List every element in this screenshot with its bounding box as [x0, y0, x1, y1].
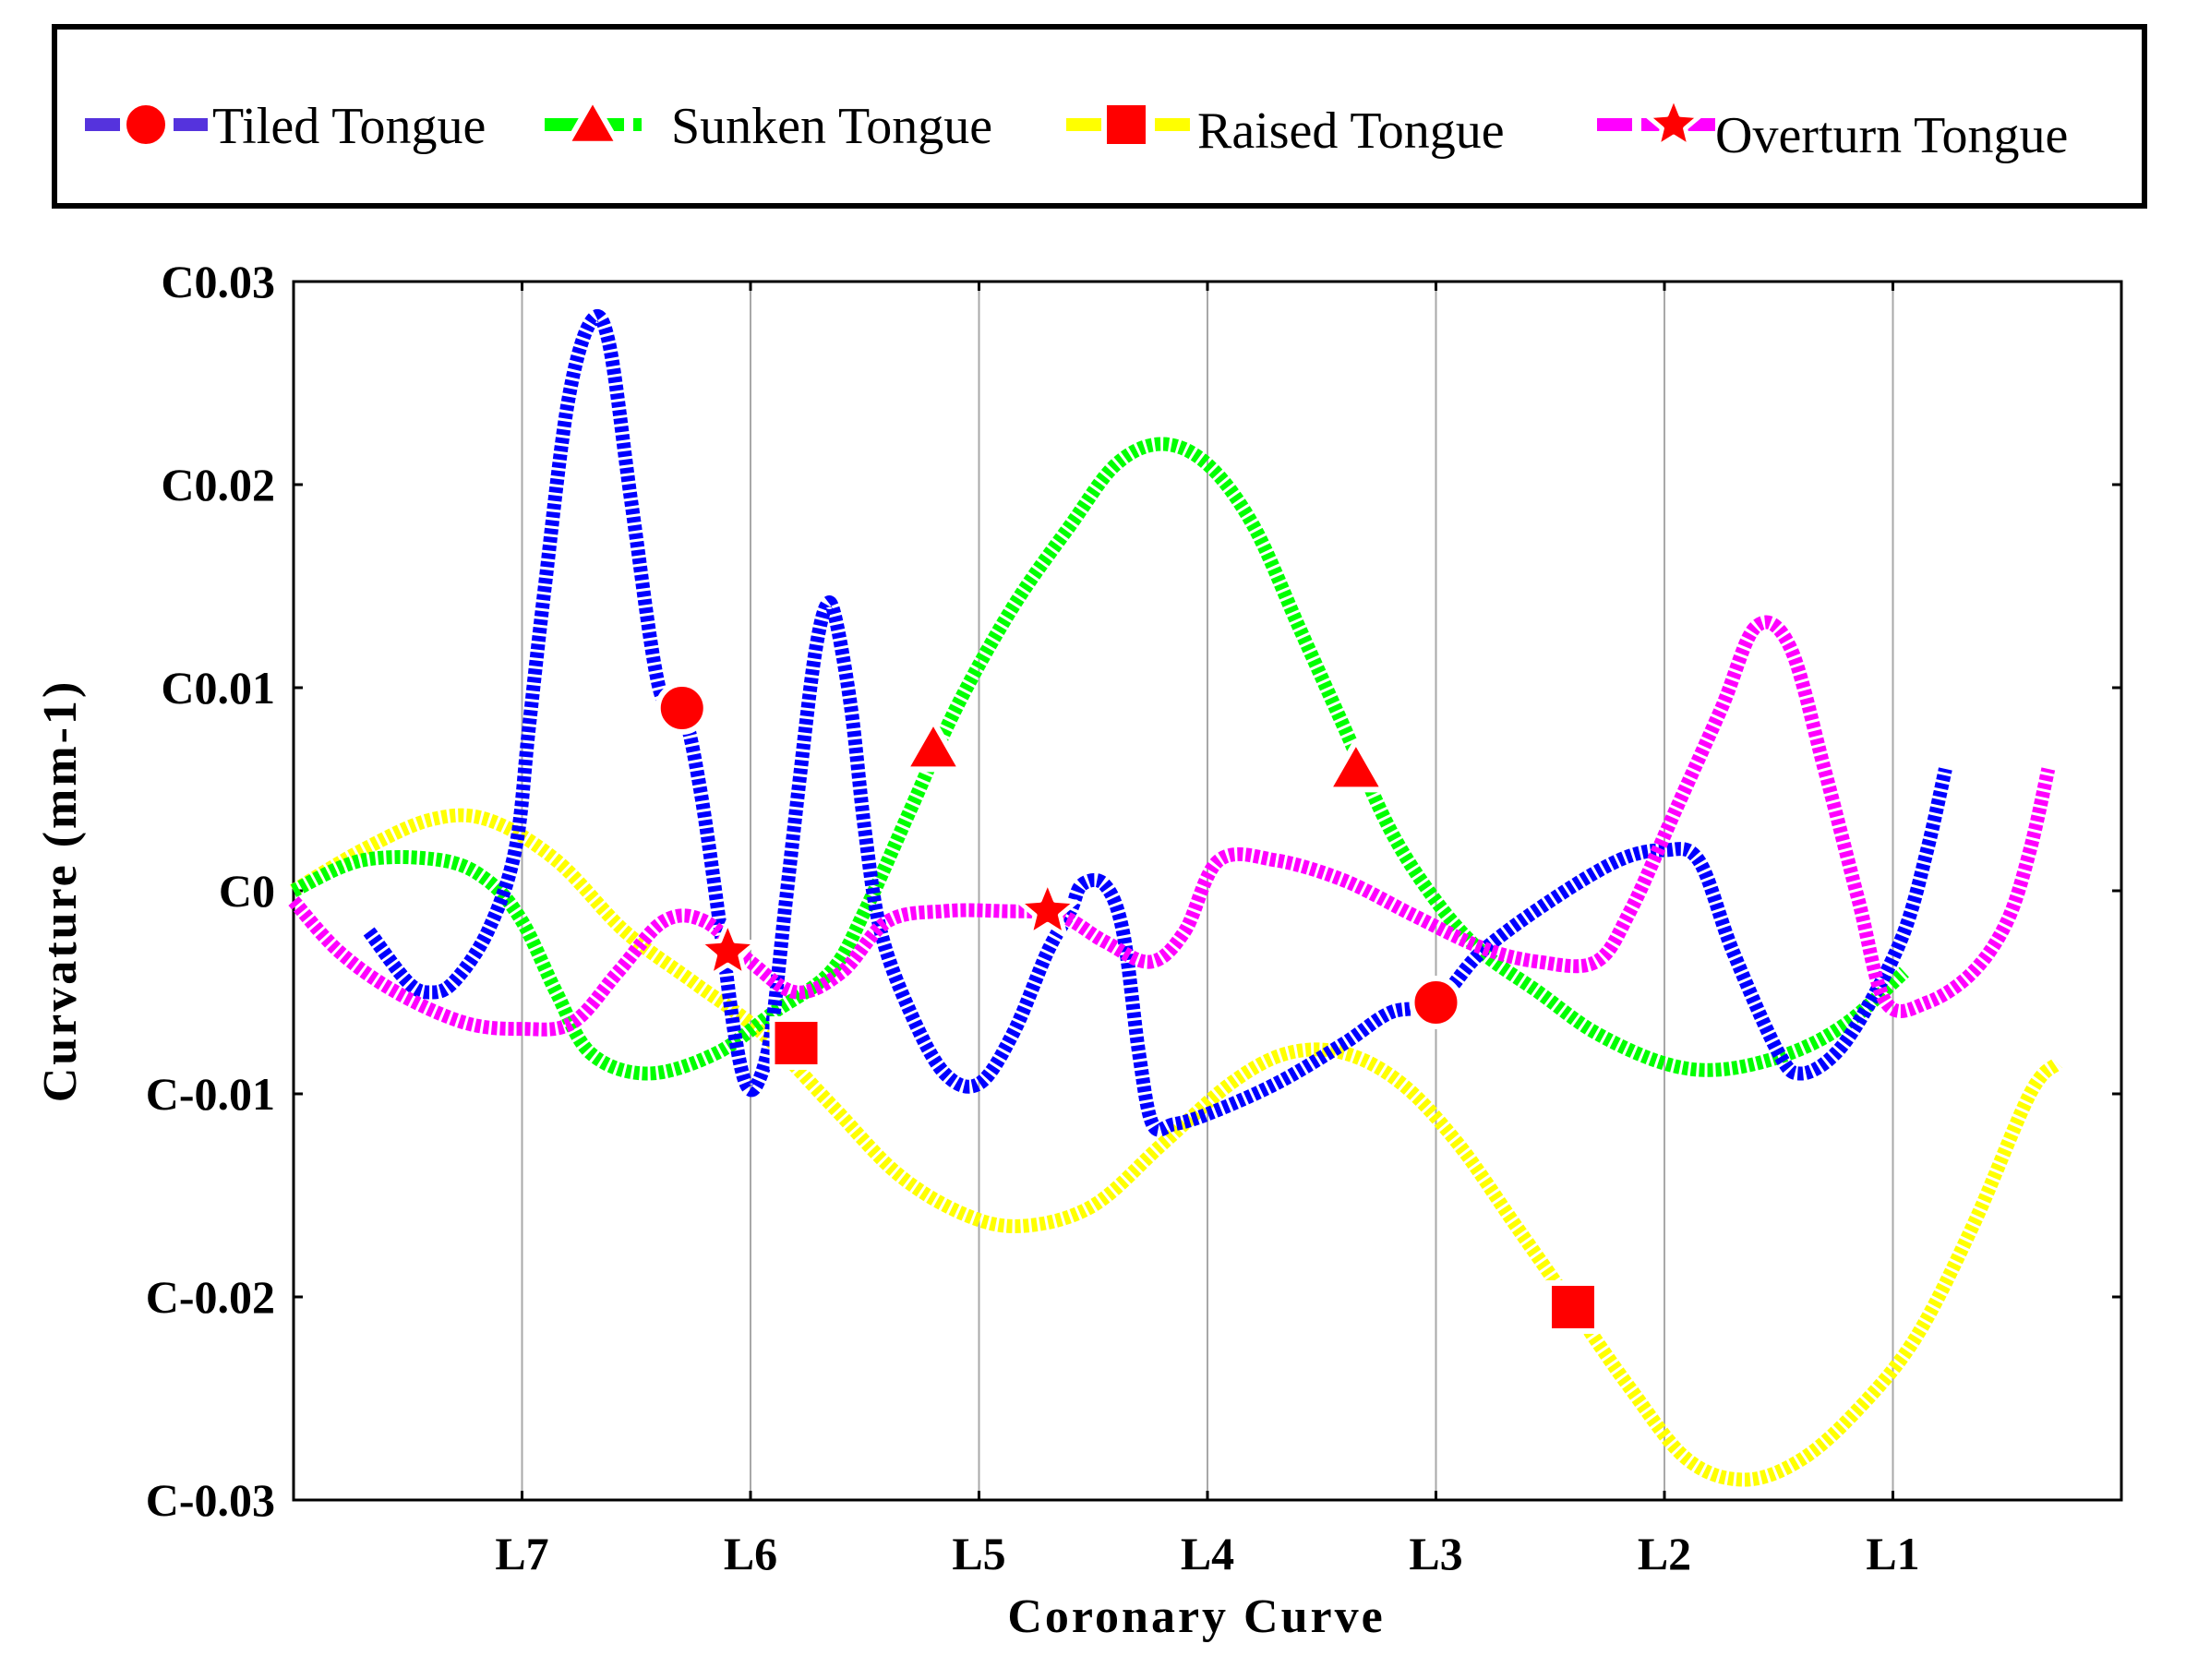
y-tick-label: C0 [219, 865, 275, 917]
x-tick-label: L1 [1866, 1528, 1919, 1579]
x-tick-label: L2 [1638, 1528, 1691, 1579]
marker-overturn-tongue [696, 919, 759, 978]
legend-marker-circle [121, 100, 171, 150]
x-axis: L7 L6 L5 L4 L3 L2 L1 [495, 282, 1920, 1579]
marker-overturn-tongue [1016, 879, 1079, 938]
series-markers [655, 681, 1600, 1334]
series-line-tiled-tongue [363, 308, 1952, 1137]
y-tick-label: C0.03 [161, 256, 275, 307]
marker-raised-tongue [769, 1016, 823, 1070]
x-tick-label: L7 [495, 1528, 548, 1579]
legend-marker-star [1645, 94, 1702, 150]
y-axis: C0.03 C0.02 C0.01 C0 C-0.01 C-0.02 C-0.03 [146, 256, 2121, 1526]
x-axis-title: Coronary Curve [1007, 1590, 1385, 1643]
x-tick-label: L6 [724, 1528, 777, 1579]
y-tick-label: C-0.03 [146, 1474, 275, 1526]
marker-sunken-tongue [1325, 738, 1387, 793]
legend-label: Overturn Tongue [1715, 107, 2068, 164]
legend-marker-triangle [564, 96, 621, 147]
y-tick-label: C-0.02 [146, 1271, 275, 1323]
y-tick-label: C0.02 [161, 459, 275, 510]
series-line-raised-tongue [290, 808, 2063, 1487]
y-tick-label: C-0.01 [146, 1068, 275, 1120]
marker-sunken-tongue [903, 718, 964, 773]
marker-raised-tongue [1546, 1280, 1600, 1334]
x-tick-label: L5 [952, 1528, 1005, 1579]
y-tick-label: C0.01 [161, 662, 275, 714]
legend-marker-square [1101, 100, 1151, 150]
y-axis-title: Curvature (mm-1) [34, 679, 87, 1103]
legend-label: Sunken Tongue [671, 98, 992, 155]
marker-tiled-tongue [655, 681, 709, 735]
x-tick-label: L4 [1181, 1528, 1234, 1579]
legend-label: Tiled Tongue [212, 98, 486, 155]
series-lines [288, 308, 2063, 1487]
series-line-sunken-tongue [290, 437, 1909, 1081]
legend-label: Raised Tongue [1197, 102, 1505, 160]
legend-box [52, 24, 2147, 209]
legend: Tiled Tongue Sunken Tongue Raised Tongue Ov… [85, 94, 2068, 164]
grid-lines [521, 282, 1894, 1500]
marker-tiled-tongue [1409, 976, 1463, 1029]
x-tick-label: L3 [1409, 1528, 1462, 1579]
